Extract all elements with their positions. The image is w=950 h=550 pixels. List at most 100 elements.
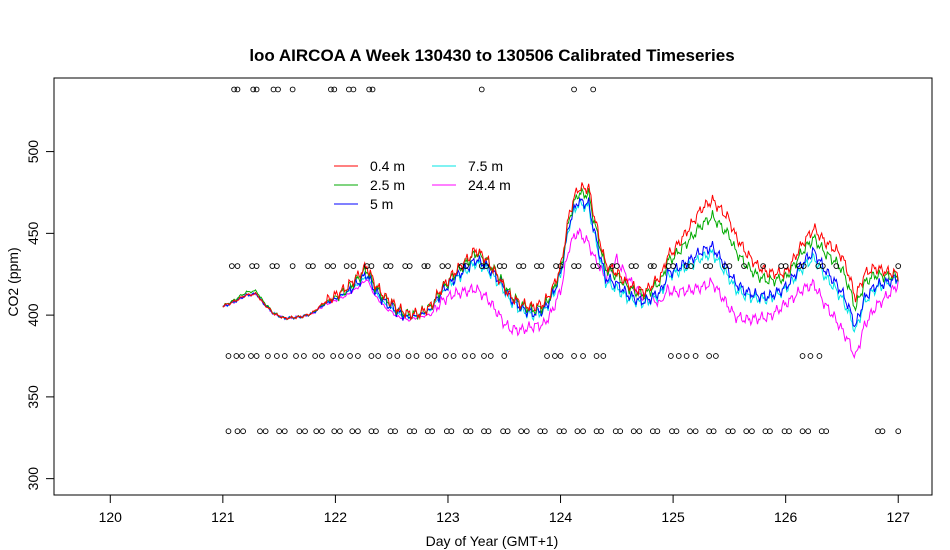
flag-point: [647, 263, 654, 269]
x-tick-label: 126: [774, 509, 798, 525]
flag-point: [429, 428, 436, 435]
flag-point: [386, 353, 393, 359]
series-line-24-4-m: [222, 227, 899, 360]
y-tick-label: 500: [25, 140, 41, 164]
flag-point: [590, 86, 597, 93]
flag-point: [501, 353, 508, 359]
flag-point: [654, 428, 661, 435]
flag-point: [355, 428, 361, 435]
flag-points-layer: [225, 86, 902, 435]
flag-point: [310, 263, 316, 269]
flag-point: [248, 353, 254, 359]
flag-point: [670, 263, 676, 269]
flag-point: [541, 428, 548, 435]
flag-point: [366, 86, 373, 93]
flag-point: [442, 353, 449, 359]
flag-point: [355, 353, 361, 359]
flag-point: [520, 263, 527, 269]
flag-point: [369, 86, 376, 93]
flag-point: [392, 428, 398, 435]
flag-point: [617, 428, 624, 435]
flag-point: [743, 428, 750, 435]
x-axis: 120 121 122 123 124 125 126 127: [99, 494, 910, 525]
flag-point: [538, 263, 545, 269]
flag-point: [411, 428, 418, 435]
flag-point: [782, 263, 789, 269]
x-tick-label: 125: [661, 509, 685, 525]
flag-point: [319, 353, 325, 359]
flag-point: [281, 428, 288, 435]
flag-point: [312, 353, 318, 359]
flag-point: [729, 428, 736, 435]
flag-point: [463, 263, 469, 269]
flag-point: [651, 263, 657, 269]
flag-point: [293, 353, 299, 359]
flag-point: [668, 353, 674, 359]
flag-point: [387, 263, 394, 269]
flag-point: [544, 353, 550, 359]
flag-point: [394, 353, 401, 359]
flag-point: [431, 353, 438, 359]
flag-point: [485, 428, 492, 435]
flag-point: [233, 353, 240, 359]
flag-point: [406, 263, 413, 269]
flag-point: [574, 428, 581, 435]
flag-point: [350, 263, 357, 269]
flag-point: [424, 263, 431, 269]
flag-point: [281, 353, 288, 359]
legend-label: 2.5 m: [370, 177, 405, 193]
flag-point: [575, 263, 582, 269]
flag-point: [561, 428, 567, 435]
y-axis: 300 350 400 450 500: [25, 140, 55, 491]
flag-point: [253, 86, 260, 93]
legend-label: 0.4 m: [370, 158, 405, 174]
flag-point: [683, 353, 690, 359]
flag-point: [349, 428, 356, 435]
flag-point: [253, 263, 260, 269]
flag-point: [240, 428, 246, 435]
flag-point: [350, 86, 357, 93]
x-tick-label: 120: [99, 509, 123, 525]
flag-point: [421, 263, 428, 269]
chart-title: loo AIRCOA A Week 130430 to 130506 Calib…: [249, 46, 734, 65]
legend: 0.4 m 2.5 m 5 m 7.5 m 24.4 m: [334, 158, 511, 212]
flag-point: [483, 263, 490, 269]
flag-point: [462, 353, 468, 359]
flag-point: [633, 263, 639, 269]
flag-point: [636, 428, 643, 435]
flag-point: [833, 263, 840, 269]
flag-point: [692, 353, 699, 359]
flag-point: [805, 428, 812, 435]
flag-point: [552, 353, 558, 359]
flag-point: [225, 353, 232, 359]
flag-point: [330, 263, 337, 269]
y-tick-label: 300: [25, 467, 41, 491]
flag-point: [571, 86, 577, 93]
flag-point: [799, 428, 806, 435]
flag-point: [231, 86, 237, 93]
flag-point: [234, 263, 241, 269]
x-tick-label: 123: [436, 509, 460, 525]
flag-point: [289, 86, 296, 93]
flag-point: [692, 428, 699, 435]
flag-point: [895, 263, 902, 269]
flag-point: [598, 428, 604, 435]
flag-point: [557, 353, 564, 359]
flag-point: [324, 263, 331, 269]
flag-point: [424, 353, 431, 359]
y-tick-label: 400: [25, 303, 41, 327]
flag-point: [687, 428, 693, 435]
flag-point: [405, 353, 412, 359]
series-line-2-5-m: [222, 186, 899, 321]
legend-label: 7.5 m: [468, 158, 503, 174]
x-axis-label: Day of Year (GMT+1): [426, 533, 559, 549]
flag-point: [749, 428, 755, 435]
flag-point: [275, 86, 281, 93]
x-tick-label: 122: [324, 509, 348, 525]
flag-point: [250, 86, 257, 93]
flag-point: [265, 353, 271, 359]
flag-point: [816, 353, 823, 359]
flag-point: [593, 353, 600, 359]
flag-point: [823, 428, 830, 435]
